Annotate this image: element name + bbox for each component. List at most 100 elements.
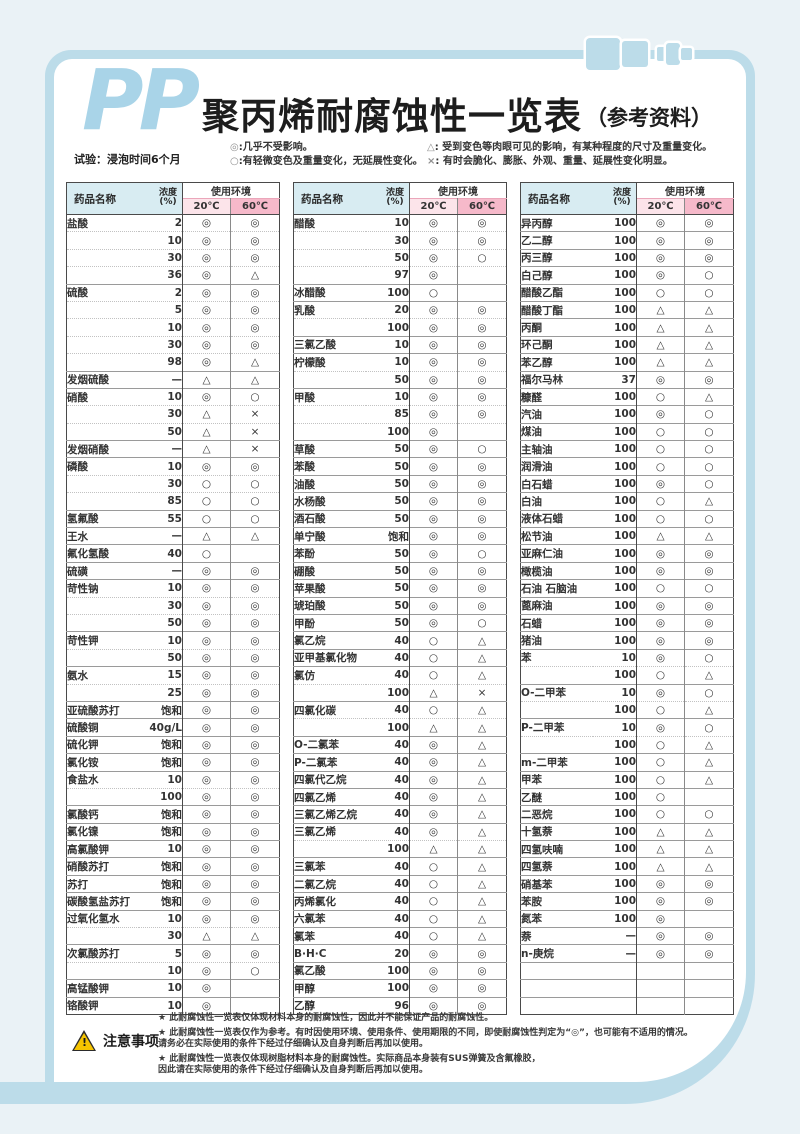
table-row: 10 ◎ ○ bbox=[66, 961, 280, 980]
tube-connector-icon bbox=[681, 48, 692, 60]
chemical-name-cell: 苹果酸 bbox=[293, 579, 366, 598]
rating-60c-cell: ◎ bbox=[230, 300, 280, 319]
table-row: 四氯乙烯 40 ◎ △ bbox=[293, 787, 507, 806]
chemical-name-cell bbox=[520, 996, 593, 1015]
cross-icon: × bbox=[427, 156, 436, 167]
chemical-name-cell: 氯仿 bbox=[293, 666, 366, 685]
chemical-name-cell bbox=[66, 492, 139, 511]
table-row: 甲酸 10 ◎ ◎ bbox=[293, 387, 507, 406]
rating-20c-cell: △ bbox=[409, 683, 458, 702]
rating-60c-cell: ◎ bbox=[230, 805, 280, 824]
table-row: 食盐水 10 ◎ ◎ bbox=[66, 770, 280, 789]
concentration-cell: 100 bbox=[592, 527, 637, 545]
chemical-name-cell: 蓖麻油 bbox=[520, 596, 593, 615]
rating-60c-cell: ◎ bbox=[684, 561, 734, 580]
rating-20c-cell: ◎ bbox=[182, 561, 231, 580]
rating-20c-cell: ○ bbox=[636, 440, 685, 458]
chemical-name-cell bbox=[66, 474, 139, 493]
concentration-cell: 10 bbox=[138, 996, 183, 1015]
rating-60c-cell: △ bbox=[230, 527, 280, 545]
chemical-name-cell: 汽油 bbox=[520, 405, 593, 424]
rating-20c-cell: ◎ bbox=[409, 579, 458, 598]
rating-20c-cell: ○ bbox=[409, 283, 458, 302]
chemical-name-cell bbox=[66, 318, 139, 337]
rating-20c-cell: ◎ bbox=[409, 231, 458, 250]
table-row: 100 ○ △ bbox=[520, 735, 734, 754]
table-row: 高锰酸钾 10 ◎ bbox=[66, 979, 280, 998]
chemical-name-cell bbox=[66, 335, 139, 354]
concentration-cell: 100 bbox=[592, 266, 637, 285]
rating-60c-cell: ◎ bbox=[684, 944, 734, 963]
chemical-name-cell: 萘 bbox=[520, 927, 593, 945]
rating-20c-cell: ◎ bbox=[409, 996, 458, 1015]
chemical-name-cell bbox=[66, 683, 139, 702]
rating-60c-cell: ◎ bbox=[684, 231, 734, 250]
chemical-name-cell: 环己酮 bbox=[520, 335, 593, 354]
concentration-cell: 100 bbox=[592, 283, 637, 302]
concentration-cell: 50 bbox=[138, 648, 183, 667]
table-row: 50 ◎ ◎ bbox=[66, 648, 280, 667]
concentration-cell: 50 bbox=[365, 248, 410, 267]
rating-60c-cell: △ bbox=[684, 387, 734, 406]
chemical-name-cell bbox=[66, 248, 139, 267]
concentration-cell: 10 bbox=[138, 770, 183, 789]
table-row: 100 ○ △ bbox=[520, 700, 734, 719]
chemical-name-cell: 硝酸 bbox=[66, 387, 139, 406]
rating-20c-cell: ○ bbox=[636, 805, 685, 824]
rating-20c-cell: ◎ bbox=[409, 735, 458, 754]
chemical-name-cell: 白油 bbox=[520, 492, 593, 511]
table-row: 亚麻仁油 100 ◎ ◎ bbox=[520, 544, 734, 563]
concentration-cell: 100 bbox=[592, 214, 637, 232]
rating-20c-cell: ◎ bbox=[636, 248, 685, 267]
table-row: 苯酚 50 ◎ ○ bbox=[293, 544, 507, 563]
concentration-cell: 10 bbox=[138, 457, 183, 476]
concentration-cell: 40 bbox=[365, 857, 410, 876]
concentration-cell: 30 bbox=[138, 248, 183, 267]
table-row: 硫酸铜 40g/L ◎ ◎ bbox=[66, 718, 280, 737]
chemical-name-cell bbox=[520, 735, 593, 754]
table-row: 四氯化碳 40 ○ △ bbox=[293, 700, 507, 719]
concentration-cell: 50 bbox=[365, 370, 410, 389]
concentration-cell: 100 bbox=[592, 561, 637, 580]
rating-20c-cell: ◎ bbox=[182, 335, 231, 354]
chemical-name-cell: 氨水 bbox=[66, 666, 139, 685]
rating-60c-cell: ◎ bbox=[457, 944, 507, 963]
concentration-cell: 饱和 bbox=[365, 527, 410, 545]
table-row: 白己醇 100 ◎ ○ bbox=[520, 266, 734, 285]
chemical-name-cell: O-二甲苯 bbox=[520, 683, 593, 702]
rating-20c-cell: ◎ bbox=[409, 300, 458, 319]
table-header-left: 药品名称 浓度 (%) bbox=[66, 182, 183, 215]
table-row: 碳酸氢盐苏打 饱和 ◎ ◎ bbox=[66, 892, 280, 911]
rating-20c-cell: ◎ bbox=[182, 753, 231, 771]
chemical-name-cell: 液体石蜡 bbox=[520, 509, 593, 528]
table-row: 30 ○ ○ bbox=[66, 474, 280, 493]
chemical-name-cell: 乙醇 bbox=[293, 996, 366, 1015]
rating-20c-cell: ◎ bbox=[182, 857, 231, 876]
chemical-name-cell: 乳酸 bbox=[293, 300, 366, 319]
concentration-cell: 15 bbox=[138, 666, 183, 685]
table-row: 王水 — △ △ bbox=[66, 527, 280, 545]
chemical-name-cell bbox=[293, 248, 366, 267]
table-row: 50 ◎ ◎ bbox=[66, 613, 280, 632]
chemical-name-cell: 异丙醇 bbox=[521, 217, 553, 230]
table-row: 异丙醇 100 ◎ ◎ bbox=[521, 214, 734, 232]
table-header-60c: 60℃ bbox=[230, 198, 280, 215]
rating-60c-cell: ○ bbox=[684, 509, 734, 528]
chemical-name-cell: 硝基苯 bbox=[520, 874, 593, 893]
chemical-name-cell: 硼酸 bbox=[293, 561, 366, 580]
table-row: 单宁酸 饱和 ◎ ◎ bbox=[293, 527, 507, 545]
chemical-name-cell: 高氯酸钾 bbox=[66, 840, 139, 858]
rating-20c-cell: △ bbox=[636, 822, 685, 841]
chemical-name-cell: 白己醇 bbox=[520, 266, 593, 285]
concentration-cell: 10 bbox=[138, 979, 183, 998]
chemical-name-cell: n-庚烷 bbox=[520, 944, 593, 963]
chemical-name-cell: 三氯乙烯 bbox=[293, 822, 366, 841]
table-row: 苛性钾 10 ◎ ◎ bbox=[66, 631, 280, 650]
chemical-name-cell bbox=[66, 787, 139, 806]
rating-60c-cell: ◎ bbox=[457, 996, 507, 1015]
rating-60c-cell: ○ bbox=[230, 961, 280, 980]
rating-20c-cell: ◎ bbox=[409, 509, 458, 528]
chemical-name-cell bbox=[293, 231, 366, 250]
chemical-name-cell: 氯化镍 bbox=[66, 822, 139, 841]
rating-60c-cell: △ bbox=[457, 700, 507, 719]
